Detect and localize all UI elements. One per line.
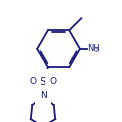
Text: NH: NH: [87, 44, 100, 53]
Text: O: O: [50, 77, 57, 86]
Text: S: S: [40, 77, 46, 87]
Text: N: N: [40, 92, 46, 100]
Text: 2: 2: [94, 48, 98, 53]
Text: O: O: [29, 77, 36, 86]
